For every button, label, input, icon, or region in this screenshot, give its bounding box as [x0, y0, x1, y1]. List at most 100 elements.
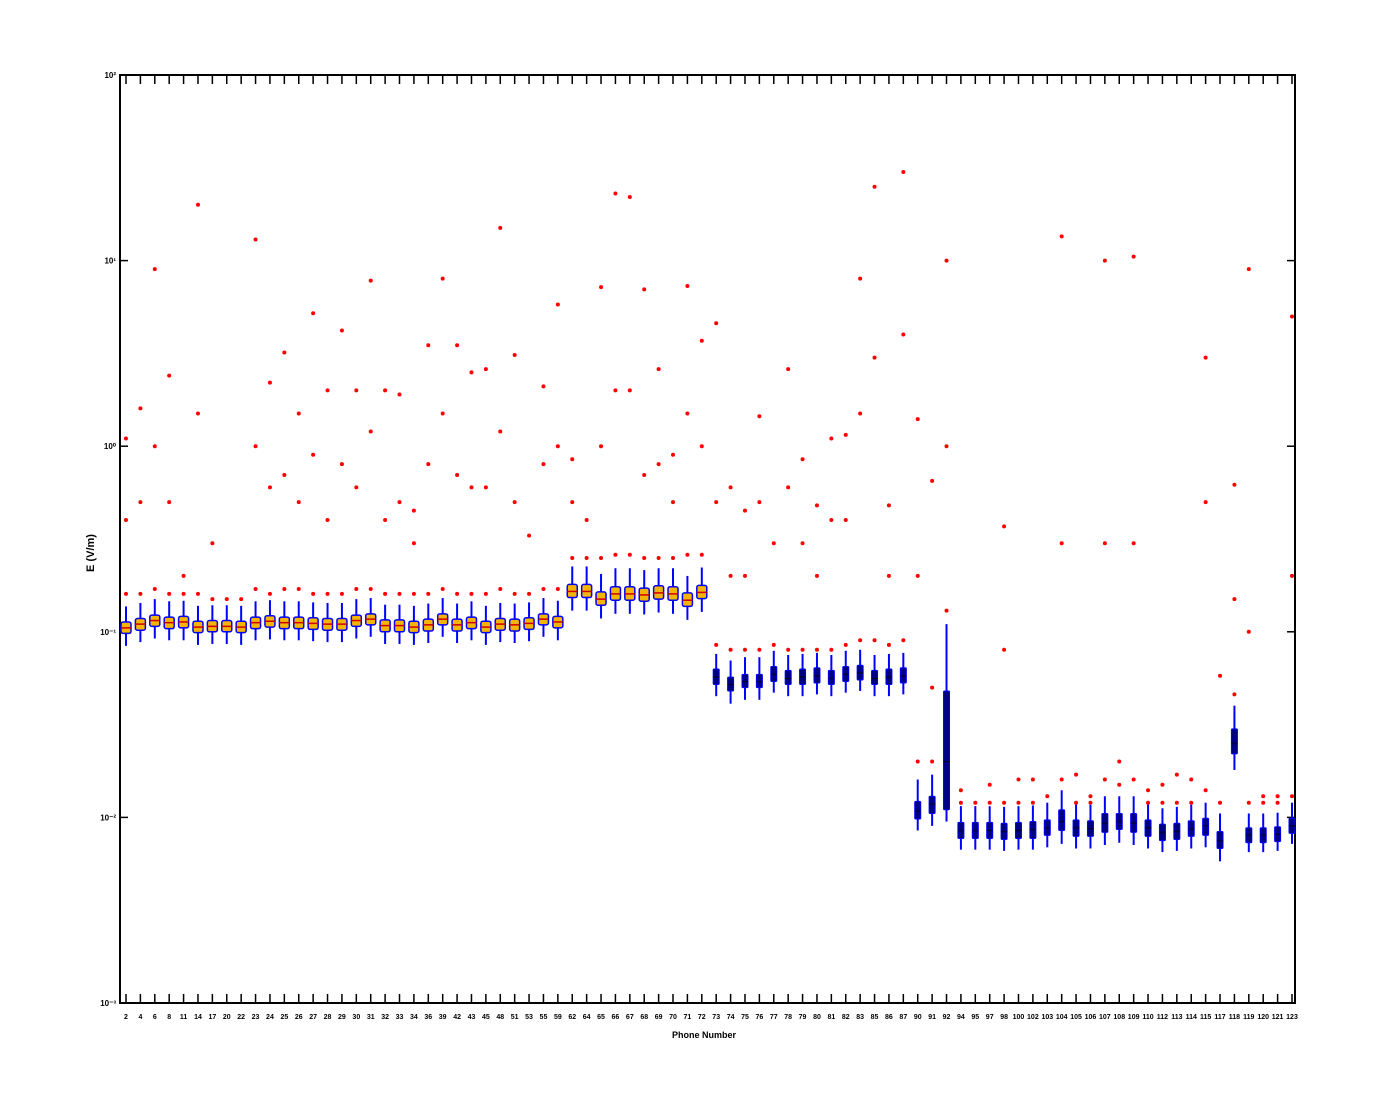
outlier — [570, 500, 575, 505]
outlier — [210, 541, 215, 546]
outlier — [368, 278, 373, 283]
outlier — [786, 485, 791, 490]
x-tick-label: 28 — [324, 1014, 332, 1021]
outlier — [671, 452, 676, 457]
outlier — [1030, 777, 1035, 782]
outlier — [1203, 355, 1208, 360]
outlier — [886, 642, 891, 647]
x-tick-label: 68 — [640, 1014, 648, 1021]
x-tick-label: 24 — [266, 1014, 274, 1021]
outlier — [814, 503, 819, 508]
outlier — [354, 587, 359, 592]
outlier — [570, 457, 575, 462]
outlier — [1131, 254, 1136, 259]
x-tick-label: 55 — [540, 1014, 548, 1021]
outlier — [1074, 772, 1079, 777]
outlier — [1275, 794, 1280, 799]
outlier — [1146, 788, 1151, 793]
outlier — [555, 444, 560, 449]
x-tick-label: 120 — [1257, 1014, 1269, 1021]
outlier — [383, 388, 388, 393]
outlier — [728, 647, 733, 652]
outlier — [411, 508, 416, 513]
x-tick-label: 6 — [153, 1014, 157, 1021]
outlier — [383, 591, 388, 596]
outlier — [1146, 800, 1151, 805]
outlier — [930, 685, 935, 690]
outlier — [181, 573, 186, 578]
x-tick-label: 118 — [1229, 1014, 1240, 1021]
outlier — [267, 591, 272, 596]
outlier — [311, 452, 316, 457]
outlier — [239, 597, 244, 602]
box — [1058, 809, 1066, 831]
x-tick-label: 33 — [396, 1014, 404, 1021]
x-tick-label: 51 — [511, 1014, 519, 1021]
box — [1230, 728, 1238, 755]
outlier — [1203, 500, 1208, 505]
outlier — [138, 591, 143, 596]
outlier — [1246, 629, 1251, 634]
outlier — [944, 608, 949, 613]
outlier — [138, 500, 143, 505]
x-tick-label: 79 — [799, 1014, 807, 1021]
outlier — [282, 350, 287, 355]
outlier — [627, 388, 632, 393]
x-tick-label: 114 — [1186, 1014, 1197, 1021]
x-tick-label: 48 — [496, 1014, 504, 1021]
outlier — [656, 367, 661, 372]
outlier — [138, 406, 143, 411]
outlier — [800, 541, 805, 546]
outlier — [642, 472, 647, 477]
x-tick-label: 14 — [194, 1014, 202, 1021]
x-tick-label: 110 — [1142, 1014, 1153, 1021]
outlier — [483, 485, 488, 490]
x-tick-label: 81 — [827, 1014, 835, 1021]
outlier — [685, 411, 690, 416]
x-tick-label: 73 — [712, 1014, 720, 1021]
outlier — [325, 591, 330, 596]
outlier — [843, 518, 848, 523]
x-tick-label: 102 — [1027, 1014, 1039, 1021]
outlier — [800, 457, 805, 462]
outlier — [267, 380, 272, 385]
outlier — [1102, 777, 1107, 782]
x-tick-label: 26 — [295, 1014, 303, 1021]
outlier — [1290, 314, 1294, 319]
box — [871, 669, 879, 686]
outlier — [814, 647, 819, 652]
box — [1202, 817, 1210, 836]
outlier — [498, 225, 503, 230]
outlier — [1088, 794, 1093, 799]
outlier — [1218, 673, 1223, 678]
outlier — [886, 503, 891, 508]
outlier — [671, 555, 676, 560]
x-tick-label: 70 — [669, 1014, 677, 1021]
outlier — [469, 485, 474, 490]
outlier — [368, 429, 373, 434]
outlier — [1218, 800, 1223, 805]
x-tick-label: 42 — [453, 1014, 461, 1021]
outlier — [872, 184, 877, 189]
outlier — [1045, 794, 1050, 799]
outlier — [181, 591, 186, 596]
outlier — [455, 591, 460, 596]
x-tick-label: 67 — [626, 1014, 634, 1021]
x-tick-label: 66 — [612, 1014, 620, 1021]
outlier — [728, 573, 733, 578]
outlier — [613, 552, 618, 557]
outlier — [253, 444, 258, 449]
outlier — [656, 555, 661, 560]
x-tick-label: 112 — [1157, 1014, 1168, 1021]
outlier — [368, 587, 373, 592]
x-tick-label: 71 — [684, 1014, 692, 1021]
x-tick-label: 87 — [899, 1014, 907, 1021]
outlier — [901, 332, 906, 337]
box — [943, 690, 951, 811]
outlier — [296, 587, 301, 592]
x-tick-label: 65 — [597, 1014, 605, 1021]
outlier — [311, 591, 316, 596]
x-tick-label: 32 — [381, 1014, 389, 1021]
outlier — [1261, 800, 1266, 805]
